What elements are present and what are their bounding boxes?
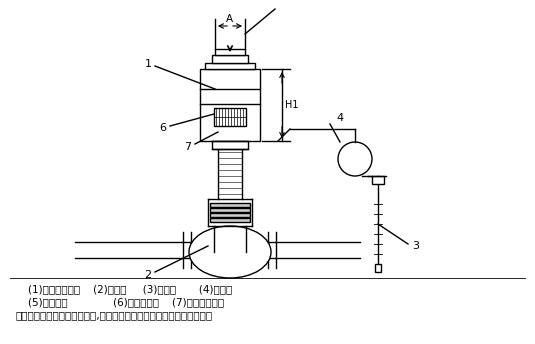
Text: 3: 3	[412, 241, 419, 251]
Text: 6: 6	[159, 123, 166, 133]
Text: H1: H1	[285, 100, 299, 110]
Bar	[215, 49, 245, 55]
Bar	[210, 213, 250, 217]
Bar	[200, 69, 260, 141]
Bar	[210, 218, 250, 222]
Text: 4: 4	[336, 113, 343, 123]
Bar	[205, 63, 255, 69]
Bar	[210, 203, 250, 207]
Text: 備注：常說的加熱型、冷卻型,在此閥中只要更換閥芯結構即可以實現。: 備注：常說的加熱型、冷卻型,在此閥中只要更換閥芯結構即可以實現。	[15, 310, 212, 320]
Bar	[214, 108, 246, 126]
Text: (1)智能型執行器    (2)主閥體     (3)傳感器       (4)毛細管: (1)智能型執行器 (2)主閥體 (3)傳感器 (4)毛細管	[15, 284, 232, 294]
Text: (5)手動機構              (6)溫度顯示器    (7)溫度設定開關: (5)手動機構 (6)溫度顯示器 (7)溫度設定開關	[15, 297, 224, 307]
Bar	[372, 176, 384, 184]
Text: A: A	[225, 14, 233, 24]
Bar	[375, 264, 381, 272]
Bar	[210, 208, 250, 212]
Ellipse shape	[189, 226, 271, 278]
Text: 2: 2	[144, 270, 151, 280]
Bar	[212, 141, 248, 149]
Text: 1: 1	[144, 59, 151, 69]
Bar	[212, 55, 248, 63]
Circle shape	[338, 142, 372, 176]
Text: 7: 7	[185, 142, 192, 152]
